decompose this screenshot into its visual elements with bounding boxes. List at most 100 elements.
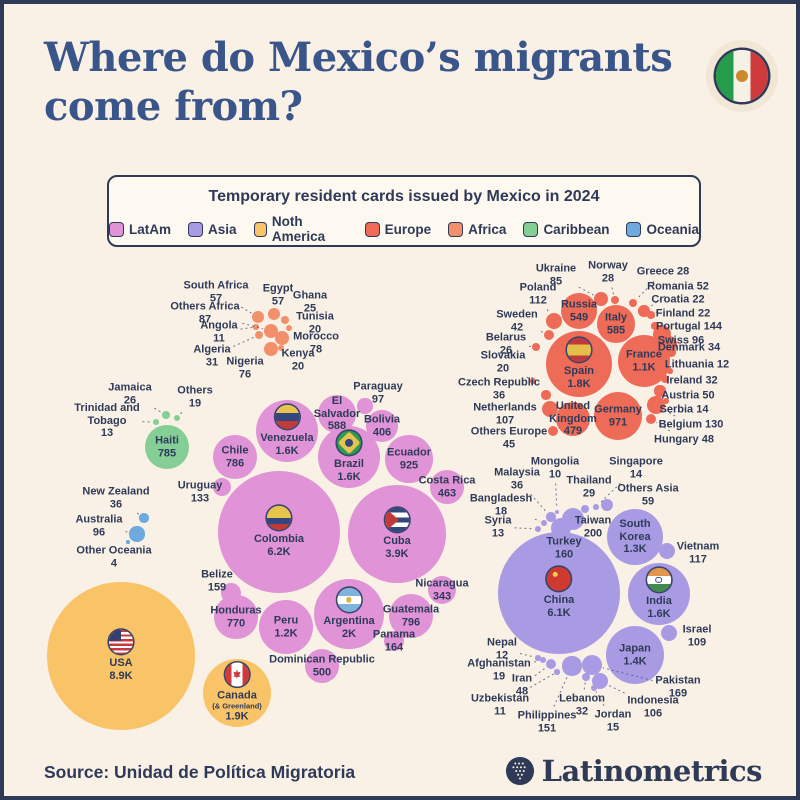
usa-flag-icon	[109, 629, 133, 654]
country-name: USA	[109, 656, 133, 669]
country-value: 169	[668, 687, 688, 699]
bubble-china	[498, 532, 620, 654]
bubble-romania	[638, 305, 650, 317]
country-value: 463	[437, 487, 457, 499]
bubble-greece	[628, 298, 638, 308]
country-name-value: Croatia 22	[651, 293, 705, 306]
legend-label: Africa	[468, 221, 507, 237]
country-name: Belize	[201, 568, 233, 581]
bubble-chile	[213, 435, 257, 479]
country-name: Turkey	[546, 535, 582, 548]
country-name: Argentina	[323, 614, 375, 627]
label-finland: Finland 22	[656, 308, 710, 321]
country-value: 12	[495, 649, 509, 661]
country-name: Paraguay	[353, 380, 403, 393]
country-name: Ghana	[292, 289, 328, 302]
country-value: 1.3K	[623, 543, 647, 556]
argentina-flag-icon	[337, 587, 361, 612]
country-value: 28	[601, 272, 615, 284]
china-flag-icon	[547, 566, 571, 591]
label-malaysia: Malaysia 36	[494, 466, 540, 491]
country-name: Guatemala	[382, 603, 440, 616]
label-denmark: Denmark 34	[658, 342, 720, 355]
country-value: 36	[492, 389, 506, 401]
legend-label: Asia	[208, 221, 237, 237]
label-tunisia: Tunisia 20	[296, 310, 334, 335]
bubble-poland	[545, 312, 563, 330]
label-usa: USA 8.9K	[109, 629, 133, 682]
country-name: Malaysia	[494, 466, 540, 479]
country-name-value: Hungary 48	[654, 433, 714, 446]
label-argentina: Argentina 2K	[323, 587, 375, 640]
label-indonesia: Indonesia 106	[627, 694, 678, 719]
legend-label: Oceania	[646, 221, 699, 237]
label-spain: Spain 1.8K	[564, 337, 594, 390]
bubble-ghana	[281, 316, 289, 324]
legend-swatch-noth-america	[253, 221, 267, 237]
label-greece: Greece 28	[637, 266, 690, 279]
country-value: 19	[492, 670, 506, 682]
bubble-hungary	[645, 413, 657, 425]
label-belgium: Belgium 130	[659, 419, 724, 432]
country-value: 59	[641, 495, 655, 507]
country-value: 588	[327, 420, 347, 433]
country-value: 343	[432, 590, 452, 602]
country-name: Uzbekistan	[470, 692, 530, 705]
country-value: 971	[608, 416, 628, 428]
label-peru: Peru 1.2K	[274, 614, 298, 639]
country-name-value: Romania 52	[647, 280, 709, 293]
bubble-germany	[593, 391, 643, 441]
country-value: 18	[494, 505, 508, 517]
country-value: 32	[575, 705, 589, 717]
country-value: 785	[157, 447, 177, 459]
label-philippines: Philippines 151	[518, 709, 577, 734]
colombia-flag-icon	[267, 505, 291, 530]
label-nigeria: Nigeria 76	[226, 355, 263, 380]
label-italy: Italy 585	[605, 311, 627, 336]
country-name: South Korea	[619, 518, 651, 543]
country-name: Israel	[682, 623, 712, 636]
label-ireland: Ireland 32	[666, 375, 717, 388]
bubble-bolivia	[366, 410, 398, 442]
country-name: Panama	[372, 628, 416, 641]
label-jordan: Jordan 15	[595, 708, 632, 733]
country-name: Peru	[273, 614, 299, 627]
label-vietnam: Vietnam 117	[677, 540, 720, 565]
country-name: Germany	[594, 403, 642, 416]
bubble-others-asia	[601, 499, 613, 511]
bubble-italy	[597, 305, 635, 343]
country-name: Sweden	[496, 308, 538, 321]
country-name: Poland	[519, 281, 557, 294]
country-name: France	[625, 348, 663, 361]
leader-line-others	[179, 411, 183, 415]
country-name: Chile	[221, 444, 249, 457]
leader-line-jamaica	[154, 407, 162, 413]
bubble-dominican-republic	[304, 648, 340, 684]
label-hungary: Hungary 48	[654, 434, 714, 447]
country-value: 78	[309, 343, 323, 355]
country-name: Nigeria	[226, 355, 264, 368]
label-trinidad-and-tobago: Trinidad and Tobago 13	[74, 402, 139, 440]
bubble-ukraine	[593, 291, 609, 307]
country-value: 117	[689, 553, 707, 565]
bubble-afghanistan	[539, 656, 547, 664]
bubble-austria	[654, 385, 666, 397]
country-value: 20	[496, 362, 510, 374]
country-name: Bangladesh	[469, 492, 533, 505]
country-value: 164	[384, 641, 404, 653]
leader-line-south-africa	[240, 306, 253, 314]
country-name-value: Greece 28	[636, 265, 690, 278]
leader-line-lebanon	[583, 682, 586, 690]
country-name: New Zealand	[82, 485, 150, 498]
country-value: 11	[213, 332, 225, 344]
country-name: Indonesia	[627, 694, 679, 707]
bubble-malaysia	[546, 512, 556, 522]
country-value: 479	[563, 425, 583, 438]
leader-line-malaysia	[530, 493, 548, 514]
country-value: 549	[569, 311, 589, 323]
bubble-philippines	[562, 656, 582, 676]
country-value: 107	[495, 414, 515, 426]
country-value: 13	[491, 527, 505, 539]
label-bangladesh: Bangladesh 18	[470, 492, 532, 517]
label-paraguay: Paraguay 97	[353, 380, 403, 405]
